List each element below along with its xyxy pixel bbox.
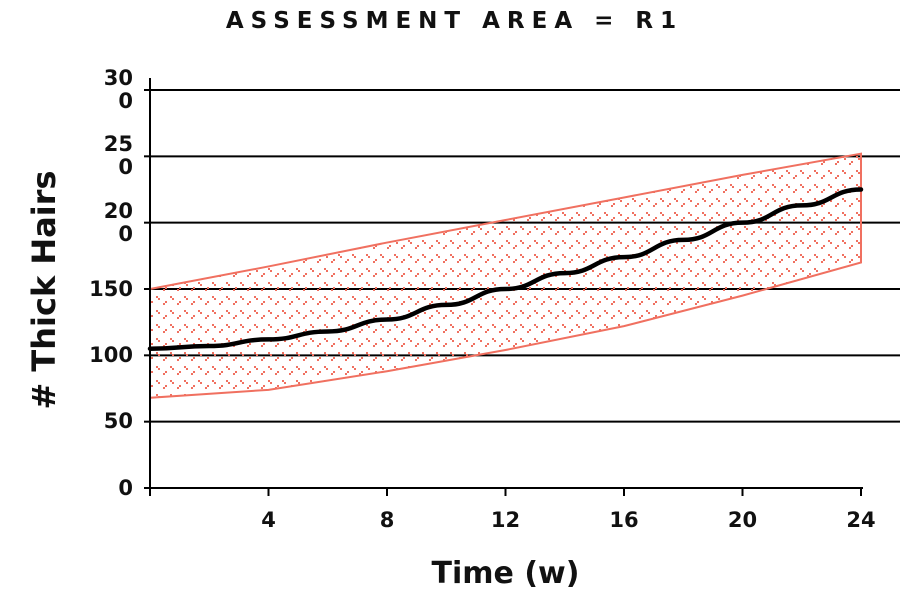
x-tick-label: 4 xyxy=(261,508,276,532)
y-tick-label: 150 xyxy=(89,276,133,301)
y-tick-label: 25 0 xyxy=(103,132,133,180)
y-tick-label: 20 0 xyxy=(103,198,133,246)
y-tick-label: 30 0 xyxy=(103,66,133,113)
series-line xyxy=(147,187,864,351)
y-tick-label: 50 xyxy=(103,409,133,434)
x-tick-label: 16 xyxy=(609,508,639,532)
x-tick-label: 24 xyxy=(846,508,876,532)
y-tick-label: 100 xyxy=(89,342,133,367)
y-tick-label: 0 xyxy=(118,475,133,500)
x-tick-label: 20 xyxy=(727,508,758,532)
range-band xyxy=(149,152,862,399)
x-axis-title: Time (w) xyxy=(431,556,580,591)
chart-title: ASSESSMENT AREA = R1 xyxy=(225,8,684,34)
x-tick-label: 8 xyxy=(379,508,395,532)
x-tick-label: 12 xyxy=(490,508,521,532)
